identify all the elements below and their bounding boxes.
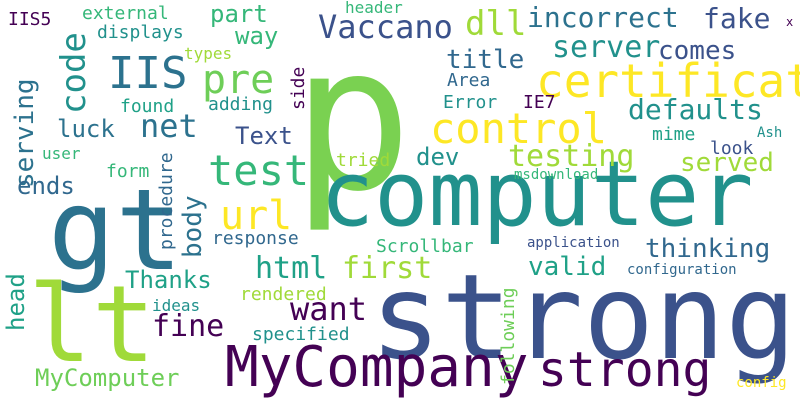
word-net: net: [140, 107, 198, 145]
word-control: control: [430, 104, 608, 153]
word-dev: dev: [416, 143, 460, 171]
word-x: x: [786, 15, 794, 29]
word-comes: comes: [658, 36, 737, 66]
word-defaults: defaults: [628, 93, 763, 126]
word-types: types: [184, 44, 233, 63]
word-specified: specified: [252, 324, 350, 345]
word-following: following: [498, 287, 519, 385]
word-MyCompany: MyCompany: [225, 335, 529, 400]
word-strong-small: strong: [538, 342, 712, 398]
word-way: way: [235, 22, 279, 50]
word-testing: testing: [508, 139, 635, 174]
word-external: external: [82, 3, 169, 24]
word-displays: displays: [97, 22, 184, 43]
word-valid: valid: [528, 252, 607, 282]
word-title: title: [446, 45, 525, 75]
word-procedure: procedure: [156, 152, 177, 250]
word-config: config: [736, 375, 787, 391]
word-html: html: [255, 251, 328, 286]
word-want: want: [290, 290, 368, 328]
word-dll: dll: [465, 4, 527, 44]
word-configuration: configuration: [627, 262, 737, 278]
word-code: code: [54, 32, 94, 114]
word-thinking: thinking: [645, 234, 771, 264]
word-Vaccano: Vaccano: [318, 8, 453, 46]
word-tried: tried: [336, 150, 391, 171]
word-application: application: [527, 235, 620, 251]
word-Text: Text: [235, 122, 293, 150]
word-incorrect: incorrect: [527, 1, 679, 34]
word-header: header: [345, 0, 403, 17]
word-computer: computer: [320, 142, 754, 247]
word-side: side: [288, 66, 309, 110]
word-Error: Error: [443, 92, 498, 113]
word-Area: Area: [447, 70, 491, 91]
word-response: response: [212, 228, 299, 249]
word-pre: pre: [202, 57, 275, 103]
word-Scrollbar: Scrollbar: [376, 236, 474, 257]
word-adding: adding: [208, 94, 274, 115]
word-fine: fine: [152, 309, 225, 344]
word-gt: gt: [48, 166, 183, 296]
word-msdownload: msdownload: [514, 167, 599, 183]
word-part: part: [210, 0, 268, 28]
word-ends: ends: [17, 172, 75, 200]
word-Ash: Ash: [757, 125, 783, 141]
word-test: test: [208, 146, 310, 195]
word-mime: mime: [652, 124, 696, 145]
word-certificate: certificate: [536, 54, 800, 108]
word-served: served: [680, 148, 774, 178]
word-IE7: IE7: [523, 92, 556, 113]
word-MyComputer: MyComputer: [35, 364, 180, 392]
word-strong-large: strong: [370, 248, 797, 386]
word-rendered: rendered: [240, 284, 327, 305]
word-look: look: [710, 138, 754, 159]
word-first: first: [342, 251, 433, 286]
word-head: head: [2, 273, 30, 331]
word-luck: luck: [57, 115, 115, 143]
word-fake: fake: [703, 2, 771, 35]
word-form: form: [106, 161, 150, 182]
word-Thanks: Thanks: [125, 266, 212, 294]
word-p: p: [292, 3, 413, 236]
word-found: found: [120, 96, 175, 117]
word-server: server: [552, 30, 661, 65]
word-url: url: [220, 193, 293, 239]
word-ideas: ideas: [152, 296, 201, 315]
word-IIS5: IIS5: [8, 9, 52, 30]
word-user: user: [42, 144, 81, 163]
word-IIS: IIS: [108, 48, 188, 99]
word-lt: lt: [28, 263, 156, 386]
word-body: body: [178, 195, 208, 258]
